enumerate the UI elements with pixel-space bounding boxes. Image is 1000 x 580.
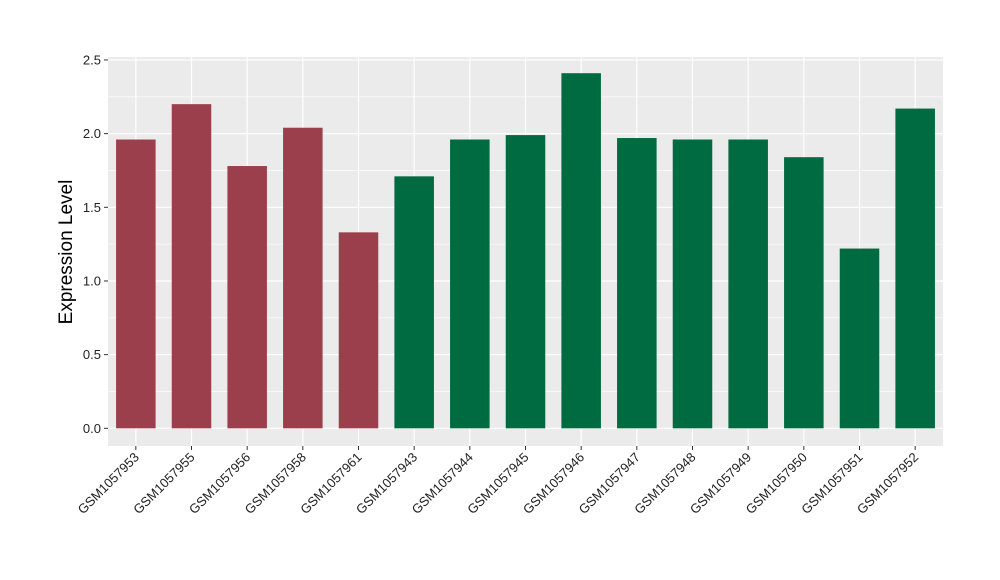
bar bbox=[116, 139, 156, 429]
x-axis: GSM1057953GSM1057955GSM1057956GSM1057958… bbox=[75, 446, 921, 517]
bars bbox=[116, 73, 935, 429]
y-axis-title: Expression Level bbox=[56, 180, 77, 325]
y-tick-label: 2.0 bbox=[83, 126, 101, 141]
bar bbox=[728, 139, 768, 429]
bar bbox=[617, 138, 657, 429]
bar bbox=[839, 248, 880, 429]
y-tick-label: 1.0 bbox=[83, 273, 101, 288]
bar bbox=[394, 176, 434, 429]
bar bbox=[171, 104, 212, 429]
y-axis: 0.0 0.5 1.0 1.5 2.0 2.5 bbox=[83, 52, 108, 436]
y-tick-label: 0.0 bbox=[83, 421, 101, 436]
bar bbox=[561, 73, 601, 429]
bar bbox=[895, 108, 935, 429]
y-tick-label: 0.5 bbox=[83, 347, 101, 362]
bar bbox=[784, 157, 824, 429]
bar bbox=[338, 232, 379, 429]
bar bbox=[450, 139, 490, 429]
bar bbox=[672, 139, 713, 429]
y-tick-label: 1.5 bbox=[83, 200, 101, 215]
bar bbox=[505, 135, 546, 429]
bar bbox=[227, 166, 267, 429]
y-tick-label: 2.5 bbox=[83, 52, 101, 67]
bar bbox=[283, 127, 323, 429]
